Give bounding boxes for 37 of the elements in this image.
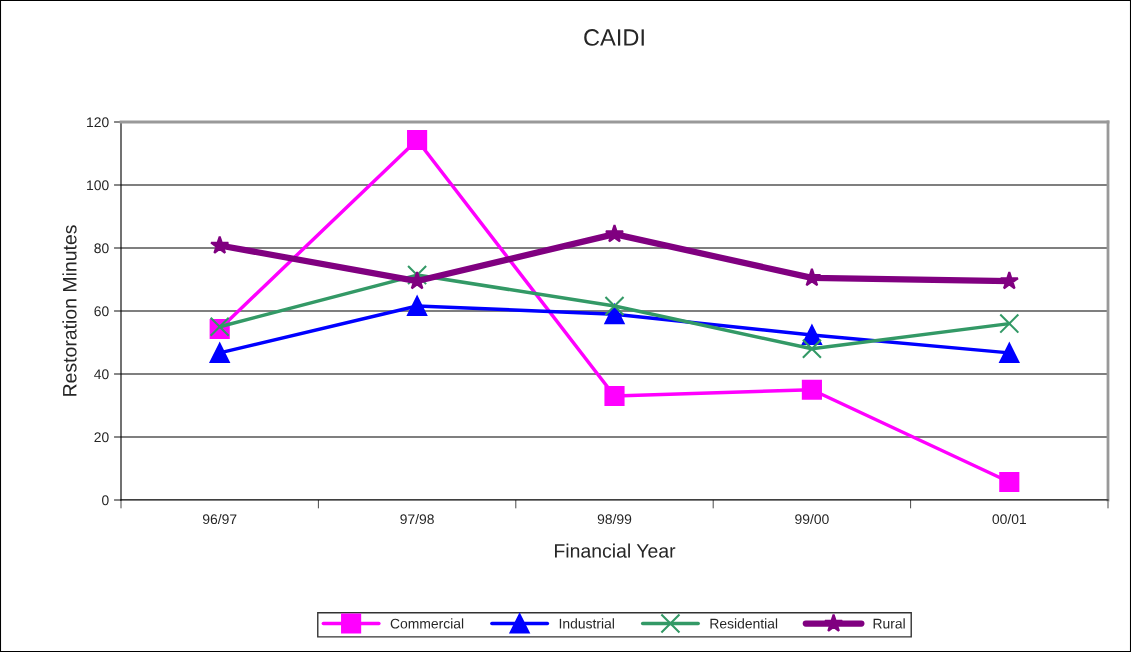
- point: [999, 471, 1020, 493]
- x-tick-label: 00/01: [992, 513, 1026, 525]
- point: [604, 385, 625, 407]
- point: [407, 271, 427, 290]
- y-tick-label: 120: [87, 117, 109, 128]
- legend-label: Commercial: [390, 618, 464, 629]
- point: [801, 324, 822, 346]
- legend-label: Industrial: [559, 618, 614, 629]
- point: [407, 265, 428, 286]
- y-tick-label: 80: [94, 243, 109, 254]
- point: [407, 129, 428, 151]
- point: [407, 295, 428, 317]
- point: [604, 304, 625, 325]
- point: [999, 342, 1020, 363]
- y-tick-label: 0: [102, 495, 109, 506]
- point: [999, 271, 1019, 290]
- point: [604, 224, 625, 243]
- y-tick-label: 20: [94, 432, 109, 443]
- x-tick-label: 98/99: [597, 513, 632, 525]
- point: [604, 295, 625, 317]
- legend-label: Residential: [710, 618, 778, 629]
- y-axis-title: Restoration Minutes: [62, 225, 77, 396]
- point: [999, 313, 1020, 334]
- point: [210, 235, 230, 254]
- x-tick-label: 96/97: [202, 513, 237, 525]
- y-tick-label: 60: [94, 306, 109, 317]
- y-tick-label: 100: [87, 180, 109, 191]
- y-tick-label: 40: [94, 369, 109, 380]
- point: [209, 342, 230, 363]
- chart-title: CAIDI: [584, 29, 644, 46]
- point: [801, 338, 822, 359]
- x-tick-label: 99/00: [795, 513, 829, 525]
- point: [801, 379, 822, 400]
- point: [802, 267, 822, 287]
- legend-label: Rural: [873, 618, 905, 629]
- x-axis-title: Financial Year: [555, 543, 676, 558]
- x-tick-label: 97/98: [400, 513, 434, 525]
